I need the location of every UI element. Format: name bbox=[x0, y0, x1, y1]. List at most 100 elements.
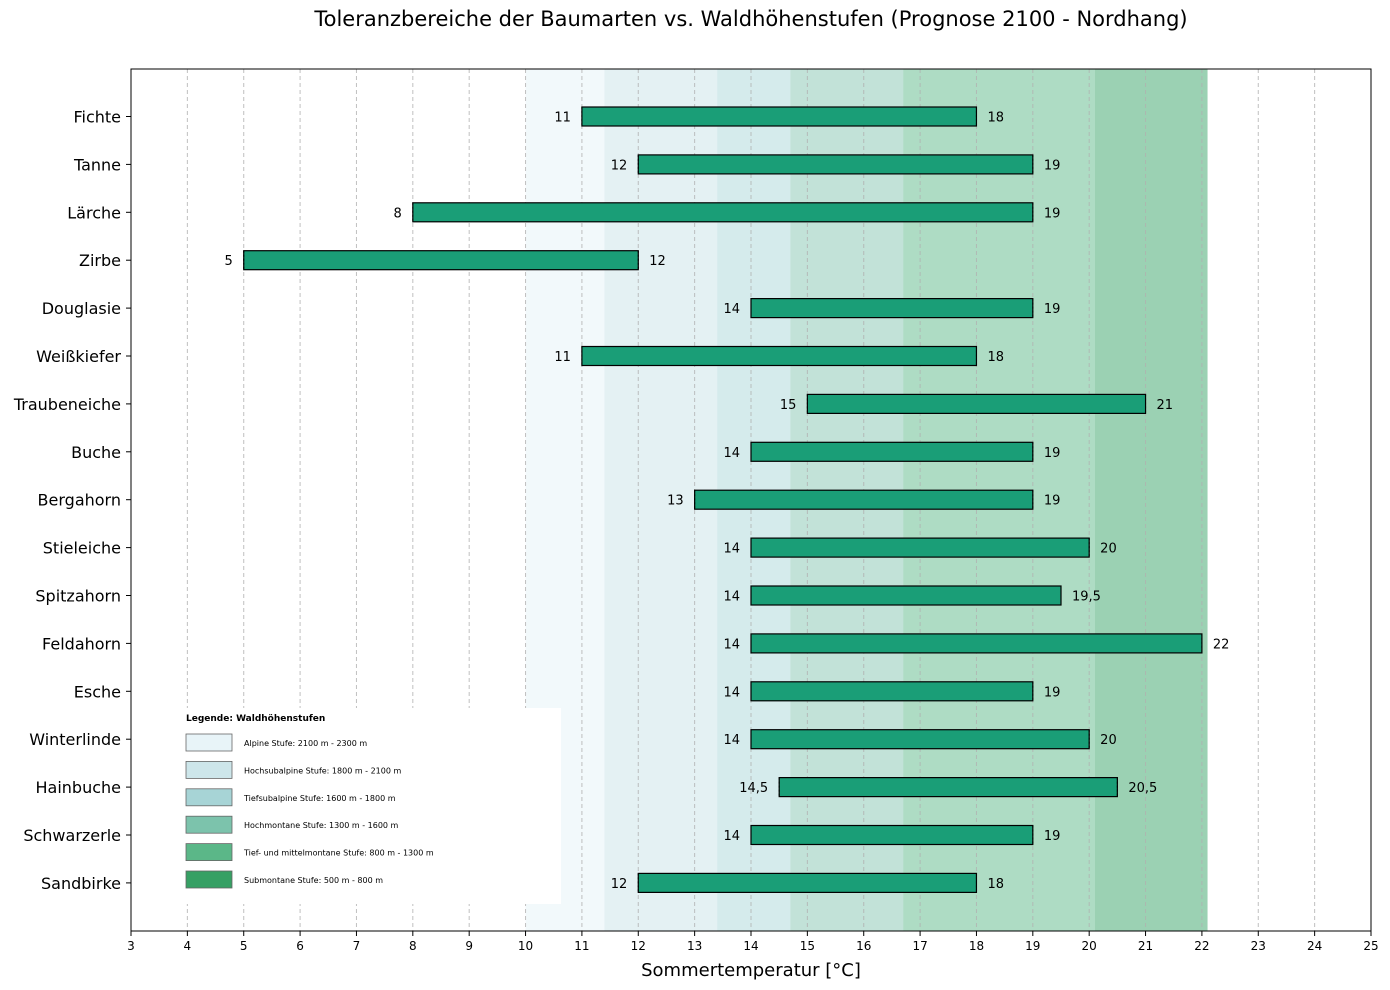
y-tick-label: Hainbuche bbox=[36, 778, 122, 797]
range-bar bbox=[243, 250, 639, 271]
max-value-label: 21 bbox=[1157, 398, 1174, 413]
y-tick-label: Feldahorn bbox=[42, 634, 121, 653]
legend-swatch bbox=[185, 843, 233, 861]
range-bar bbox=[412, 202, 1034, 223]
max-value-label: 22 bbox=[1213, 637, 1230, 652]
legend: Legende: Waldhöhenstufen Alpine Stufe: 2… bbox=[176, 708, 561, 904]
min-value-label: 14 bbox=[723, 542, 740, 557]
min-value-label: 14 bbox=[723, 829, 740, 844]
range-bar bbox=[750, 298, 1034, 319]
range-bar bbox=[750, 824, 1034, 846]
min-value-label: 8 bbox=[394, 206, 402, 221]
min-value-label: 14 bbox=[723, 637, 740, 652]
range-bar bbox=[694, 489, 1034, 510]
y-tick-label: Spitzahorn bbox=[35, 587, 121, 606]
x-tick-label: 18 bbox=[969, 939, 984, 953]
range-bar bbox=[637, 872, 978, 894]
min-value-label: 11 bbox=[554, 111, 571, 126]
range-bar bbox=[750, 729, 1090, 750]
y-tick-label: Traubeneiche bbox=[13, 395, 121, 414]
min-value-label: 5 bbox=[224, 254, 232, 269]
legend-swatch bbox=[185, 815, 233, 834]
x-tick-label: 10 bbox=[518, 939, 533, 953]
y-tick-label: Tanne bbox=[73, 155, 121, 174]
chart-title: Toleranzbereiche der Baumarten vs. Waldh… bbox=[313, 7, 1187, 31]
max-value-label: 19 bbox=[1044, 158, 1061, 173]
x-tick-label: 21 bbox=[1138, 939, 1153, 953]
range-bar bbox=[581, 345, 978, 367]
y-tick-label: Zirbe bbox=[79, 251, 121, 270]
x-tick-label: 8 bbox=[409, 939, 417, 953]
range-bar bbox=[750, 585, 1062, 606]
x-tick-label: 15 bbox=[800, 939, 815, 953]
max-value-label: 19 bbox=[1044, 494, 1061, 509]
range-bar bbox=[750, 681, 1034, 702]
max-value-label: 18 bbox=[987, 877, 1004, 892]
x-tick-label: 17 bbox=[912, 939, 927, 953]
legend-title: Legende: Waldhöhenstufen bbox=[186, 714, 325, 724]
bar-layer bbox=[243, 106, 1203, 894]
legend-swatch bbox=[185, 788, 233, 807]
x-tick-label: 14 bbox=[743, 939, 758, 953]
x-tick-label: 19 bbox=[1025, 939, 1040, 953]
range-bar bbox=[581, 106, 978, 127]
max-value-label: 19 bbox=[1044, 829, 1061, 844]
x-tick-label: 6 bbox=[296, 939, 304, 953]
min-value-label: 13 bbox=[667, 494, 684, 509]
x-axis: 3 4 5 6 7 8 9 10 11 12 13 14 15 16 17 18 19 20 21 22 23 24 25 bbox=[127, 931, 1379, 953]
x-tick-label: 20 bbox=[1082, 939, 1097, 953]
y-tick-label: Buche bbox=[71, 443, 121, 462]
legend-swatch bbox=[185, 870, 233, 889]
x-tick-label: 11 bbox=[574, 939, 589, 953]
range-bar bbox=[750, 441, 1034, 462]
max-value-label: 19 bbox=[1044, 685, 1061, 700]
x-tick-label: 16 bbox=[856, 939, 871, 953]
x-tick-label: 3 bbox=[127, 939, 135, 953]
legend-label: Submontane Stufe: 500 m - 800 m bbox=[244, 876, 383, 885]
y-tick-label: Bergahorn bbox=[38, 491, 121, 510]
x-tick-label: 12 bbox=[631, 939, 646, 953]
x-tick-label: 9 bbox=[465, 939, 473, 953]
min-value-label: 15 bbox=[780, 398, 797, 413]
max-value-label: 12 bbox=[649, 254, 666, 269]
y-tick-label: Schwarzerle bbox=[23, 826, 121, 845]
y-tick-label: Stieleiche bbox=[43, 539, 121, 558]
x-tick-label: 7 bbox=[353, 939, 361, 953]
min-value-label: 14 bbox=[723, 302, 740, 317]
max-value-label: 19 bbox=[1044, 446, 1061, 461]
x-tick-label: 13 bbox=[687, 939, 702, 953]
min-value-label: 14 bbox=[723, 733, 740, 748]
max-value-label: 19,5 bbox=[1072, 590, 1101, 605]
min-value-label: 12 bbox=[611, 158, 628, 173]
y-tick-label: Lärche bbox=[67, 203, 121, 222]
zone-band bbox=[1094, 69, 1208, 931]
range-bar bbox=[750, 537, 1090, 558]
x-tick-label: 23 bbox=[1251, 939, 1266, 953]
y-tick-label: Winterlinde bbox=[29, 730, 121, 749]
range-bar bbox=[750, 633, 1203, 654]
min-value-label: 12 bbox=[611, 877, 628, 892]
legend-label: Tief- und mittelmontane Stufe: 800 m - 1… bbox=[243, 849, 434, 858]
max-value-label: 19 bbox=[1044, 302, 1061, 317]
legend-label: Hochmontane Stufe: 1300 m - 1600 m bbox=[244, 821, 399, 830]
plot-frame bbox=[130, 68, 1372, 932]
range-bar bbox=[806, 393, 1147, 414]
max-value-label: 20 bbox=[1100, 542, 1117, 557]
max-value-label: 20,5 bbox=[1128, 781, 1157, 796]
x-tick-label: 5 bbox=[240, 939, 248, 953]
legend-box bbox=[176, 708, 561, 904]
min-value-label: 14,5 bbox=[739, 781, 768, 796]
max-value-label: 18 bbox=[987, 111, 1004, 126]
max-value-label: 19 bbox=[1044, 206, 1061, 221]
value-label-layer: 11 18 12 19 8 19 5 12 14 19 11 18 15 21 14 19 13 19 14 20 14… bbox=[224, 111, 1229, 892]
x-tick-label: 24 bbox=[1307, 939, 1322, 953]
y-tick-label: Fichte bbox=[73, 108, 121, 127]
x-tick-label: 4 bbox=[184, 939, 192, 953]
range-bar bbox=[778, 776, 1118, 798]
min-value-label: 14 bbox=[723, 590, 740, 605]
min-value-label: 14 bbox=[723, 446, 740, 461]
max-value-label: 18 bbox=[987, 350, 1004, 365]
x-tick-label: 22 bbox=[1194, 939, 1209, 953]
legend-label: Tiefsubalpine Stufe: 1600 m - 1800 m bbox=[243, 794, 396, 803]
